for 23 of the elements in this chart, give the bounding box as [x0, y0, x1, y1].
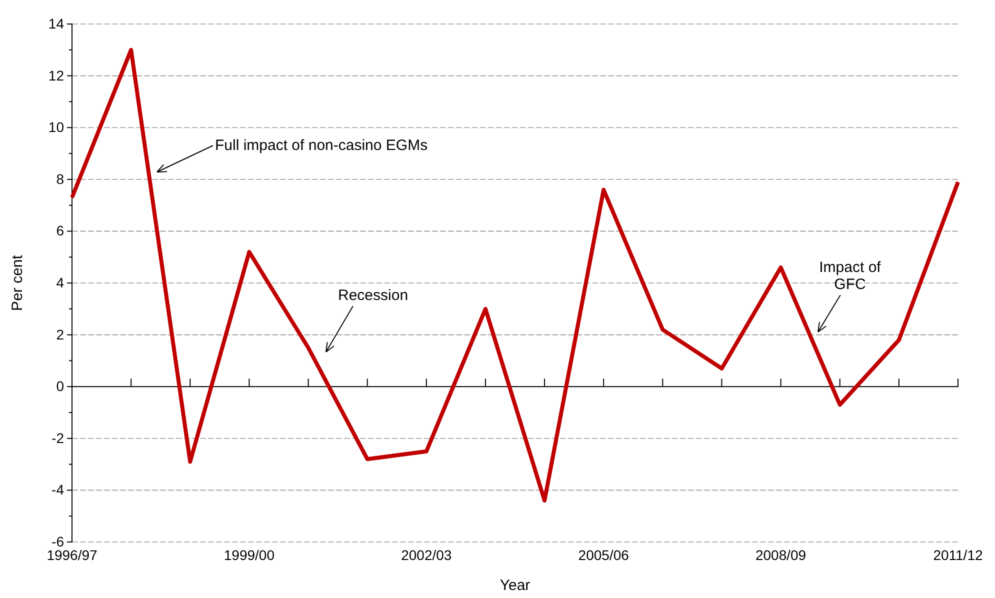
x-tick-label: 2008/09: [755, 547, 806, 563]
y-tick-label: -4: [52, 482, 64, 498]
y-tick-label: 14: [48, 15, 64, 32]
y-axis-title: Per cent: [9, 254, 26, 311]
y-tick-label: -6: [52, 533, 64, 550]
annotation: Full impact of non-casino EGMs: [215, 137, 428, 154]
y-tick-label: 12: [48, 67, 64, 84]
x-tick-label: 2005/06: [578, 547, 630, 563]
x-tick-label: 2002/03: [401, 547, 452, 563]
x-axis-title: Year: [500, 577, 530, 594]
y-tick-label: 0: [56, 378, 64, 394]
y-tick-label: 10: [48, 119, 64, 136]
y-tick-label: 4: [56, 274, 64, 290]
y-tick-label: 8: [56, 170, 64, 187]
x-tick-label: 2011/12: [933, 547, 983, 563]
x-tick-label: 1996/97: [46, 547, 98, 563]
x-tick-label: 1999/00: [224, 547, 275, 563]
y-tick-label: 2: [56, 326, 64, 342]
y-tick-label: -2: [52, 430, 64, 446]
annotation: Recession: [338, 287, 408, 304]
y-tick-label: 6: [56, 222, 64, 239]
annotation: Impact of GFC: [819, 259, 882, 293]
line-series: [70, 48, 960, 503]
